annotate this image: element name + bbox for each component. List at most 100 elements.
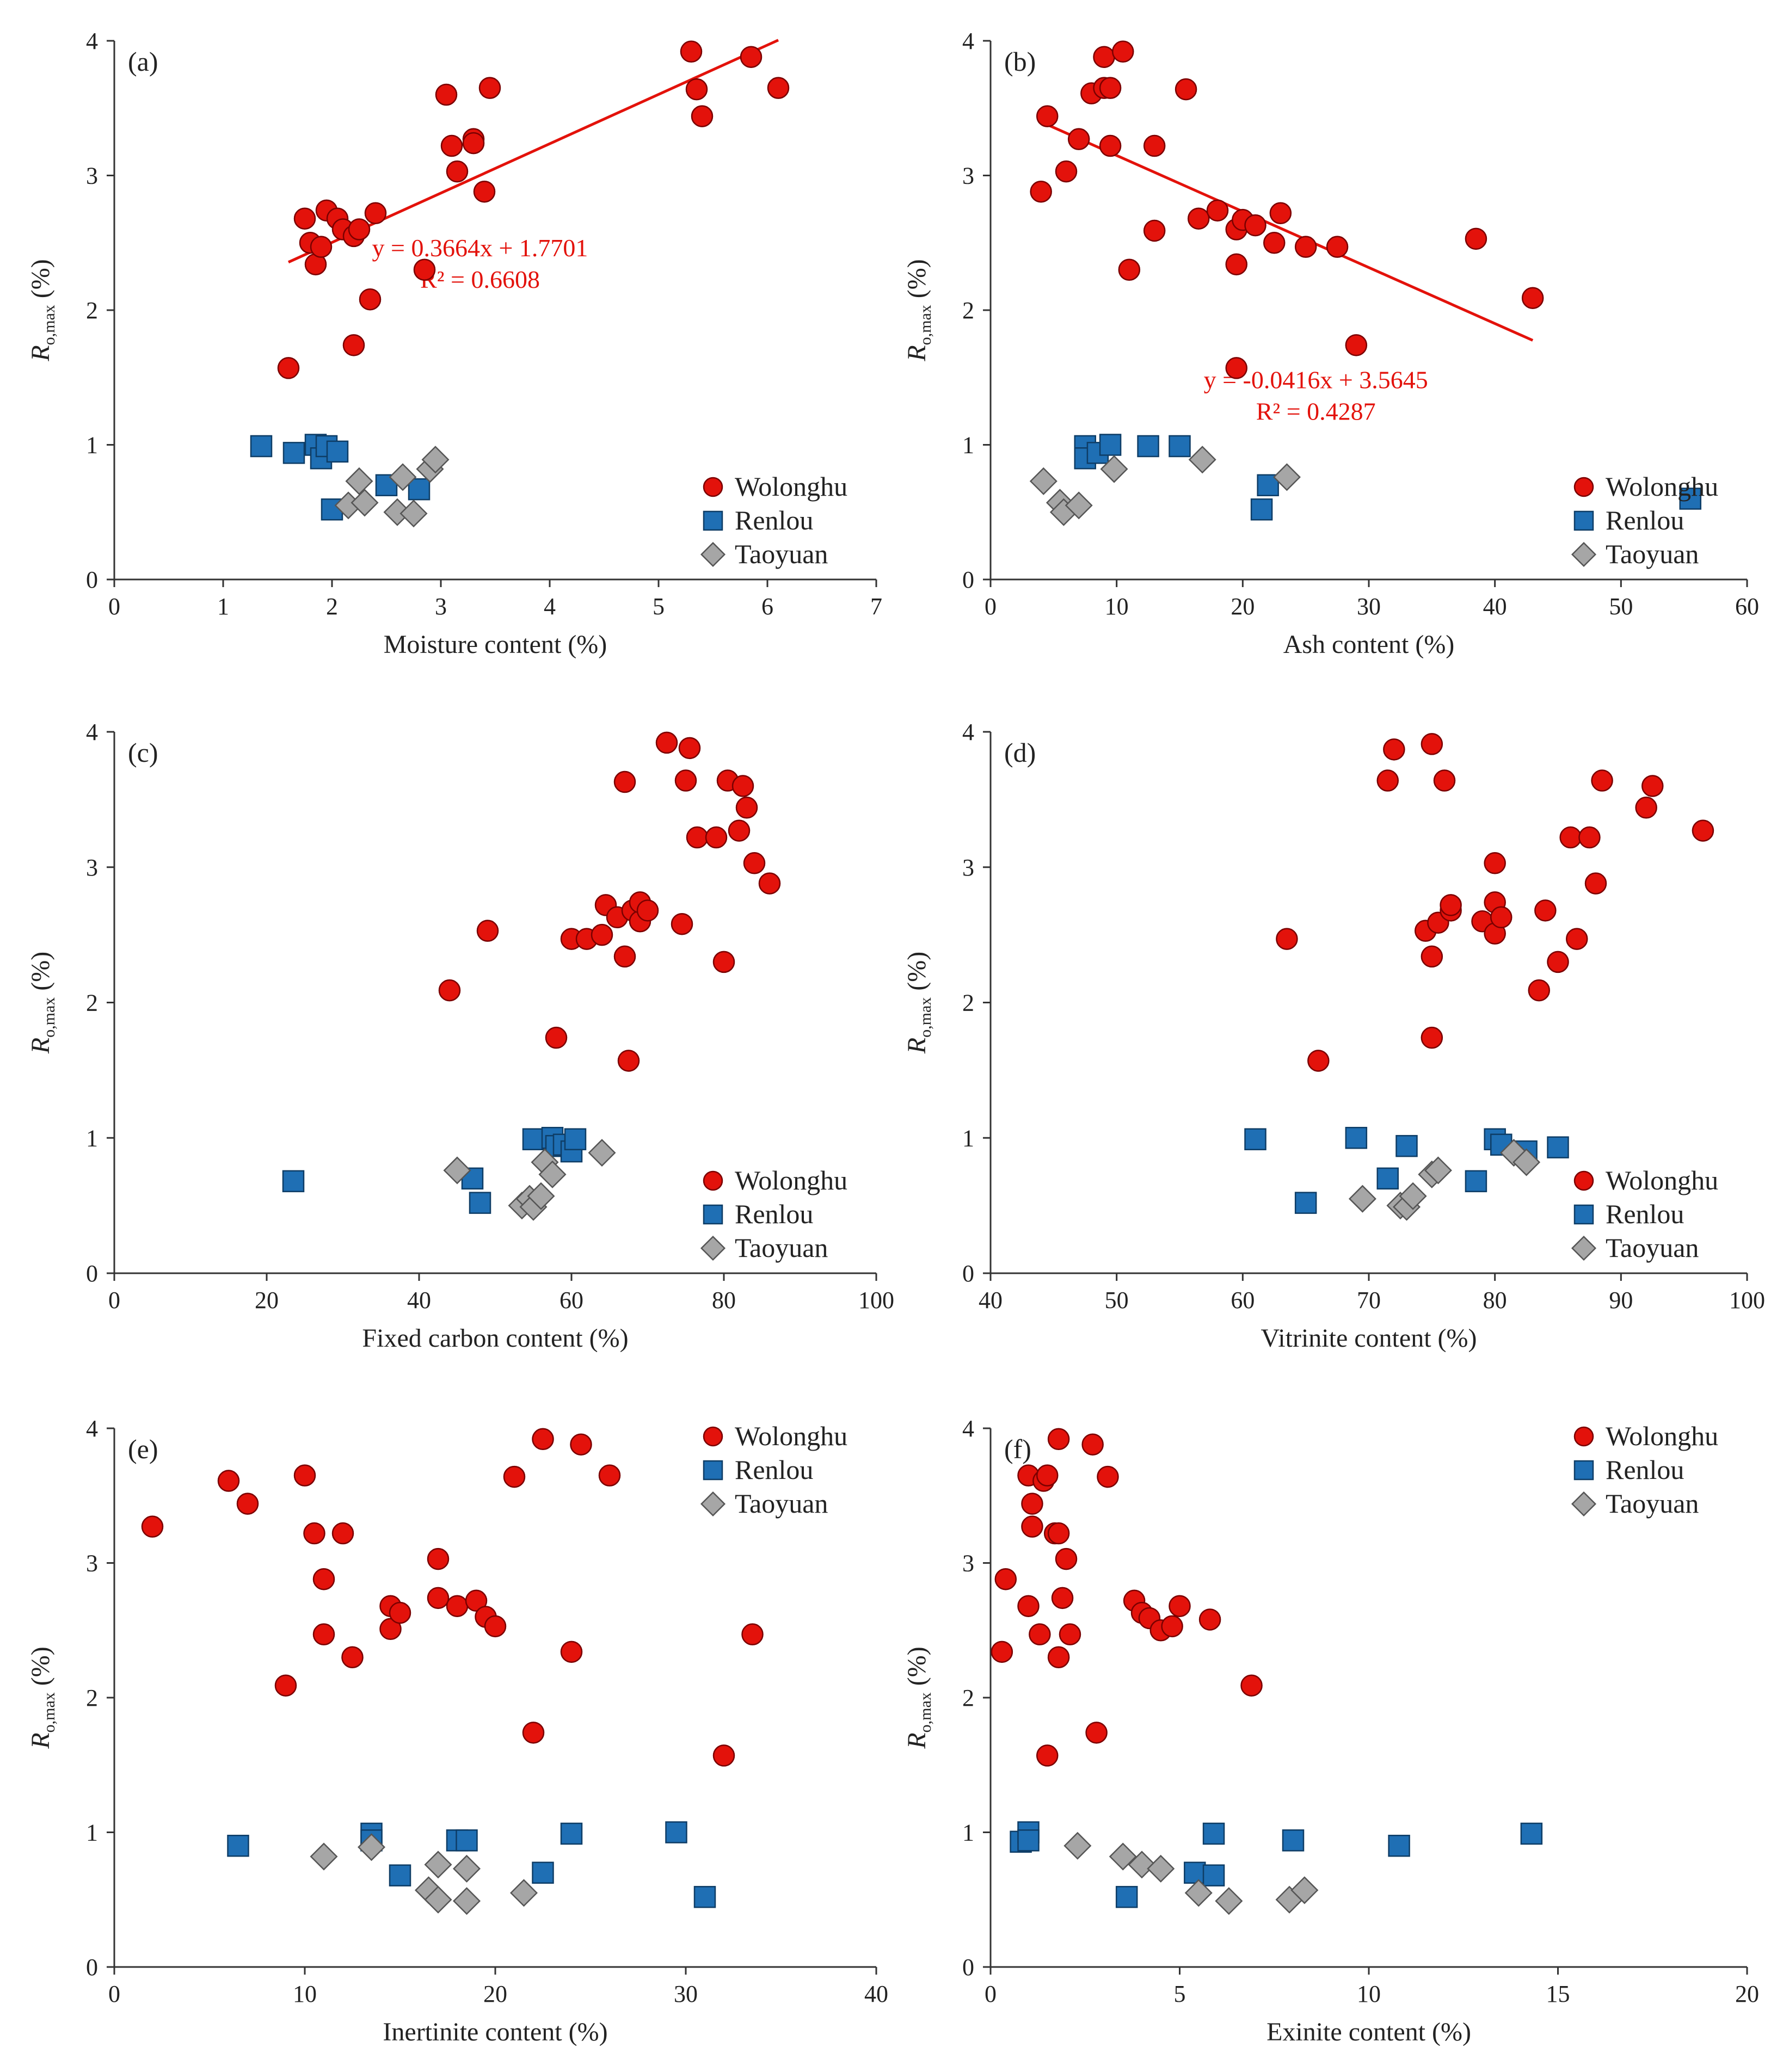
- legend-label-taoyuan: Taoyuan: [1606, 1232, 1699, 1263]
- data-point-renlou: [456, 1829, 478, 1852]
- series-taoyuan: [443, 1139, 616, 1221]
- data-point-wolonghu: [1047, 1522, 1070, 1545]
- data-point-taoyuan: [1065, 491, 1093, 520]
- y-axis-label: Ro,max (%): [902, 1646, 934, 1749]
- data-point-wolonghu: [712, 951, 735, 973]
- legend-marker-renlou: [703, 510, 723, 531]
- data-point-wolonghu: [991, 1641, 1013, 1663]
- panel-d: 40 50 60 70 80 90 100 0 1 2 3 4 Vitrinite content (%…: [902, 719, 1765, 1353]
- data-point-wolonghu: [503, 1465, 526, 1488]
- data-point-renlou: [1202, 1864, 1225, 1886]
- legend-marker-taoyuan: [700, 541, 726, 568]
- data-point-renlou: [1465, 1170, 1487, 1193]
- data-point-renlou: [1376, 1167, 1399, 1190]
- data-point-renlou: [1395, 1134, 1418, 1157]
- legend-marker-renlou: [703, 1204, 723, 1225]
- data-point-renlou: [469, 1192, 491, 1214]
- data-point-wolonghu: [1097, 1465, 1119, 1488]
- data-point-renlou: [1547, 1136, 1569, 1158]
- data-point-wolonghu: [484, 1615, 507, 1638]
- panel-tag: (f): [1004, 1434, 1031, 1464]
- data-point-wolonghu: [310, 236, 333, 258]
- x-tick-label: 20: [1231, 593, 1255, 620]
- data-point-wolonghu: [427, 1547, 450, 1570]
- y-axis-label: Ro,max (%): [26, 259, 58, 361]
- data-point-taoyuan: [1128, 1851, 1156, 1879]
- y-tick-label: 2: [86, 1685, 98, 1711]
- data-point-wolonghu: [1294, 236, 1317, 258]
- y-tick-label: 3: [86, 854, 98, 881]
- series-taoyuan: [1029, 446, 1301, 526]
- data-point-wolonghu: [674, 769, 697, 792]
- x-tick-label: 0: [985, 1981, 997, 2007]
- data-point-wolonghu: [1047, 1646, 1070, 1668]
- data-point-renlou: [1345, 1127, 1368, 1149]
- data-point-wolonghu: [1093, 46, 1115, 68]
- data-point-wolonghu: [1059, 1623, 1081, 1645]
- data-point-wolonghu: [613, 770, 636, 793]
- legend-label-taoyuan: Taoyuan: [1606, 1488, 1699, 1519]
- data-point-taoyuan: [1290, 1876, 1319, 1904]
- data-point-wolonghu: [1161, 1615, 1183, 1638]
- data-point-wolonghu: [522, 1722, 545, 1744]
- panel-f: 0 5 10 15 20 0 1 2 3 4 Exinite content (%) Ro,max (…: [902, 1415, 1759, 2046]
- data-point-wolonghu: [691, 105, 714, 127]
- data-point-wolonghu: [1326, 236, 1349, 258]
- data-point-wolonghu: [1440, 894, 1462, 916]
- x-tick-label: 10: [1105, 593, 1129, 620]
- data-point-wolonghu: [1421, 1026, 1443, 1049]
- data-point-wolonghu: [217, 1470, 240, 1492]
- legend-marker-renlou: [1573, 510, 1594, 531]
- y-tick-label: 2: [86, 990, 98, 1016]
- x-tick-label: 0: [108, 1981, 120, 2007]
- data-point-wolonghu: [293, 207, 316, 230]
- legend-label-wolonghu: Wolonghu: [735, 471, 847, 502]
- data-point-taoyuan: [1029, 467, 1057, 495]
- data-point-wolonghu: [1591, 769, 1613, 792]
- data-point-wolonghu: [465, 1589, 488, 1612]
- data-point-wolonghu: [236, 1493, 259, 1515]
- data-point-wolonghu: [1421, 945, 1443, 968]
- data-point-renlou: [693, 1886, 716, 1908]
- legend-marker-wolonghu: [1573, 1170, 1594, 1191]
- data-point-wolonghu: [728, 819, 751, 842]
- legend-label-wolonghu: Wolonghu: [735, 1421, 847, 1451]
- data-point-renlou: [1099, 434, 1122, 456]
- data-point-renlou: [1282, 1829, 1305, 1852]
- legend-label-taoyuan: Taoyuan: [735, 539, 828, 569]
- data-point-wolonghu: [1521, 287, 1544, 309]
- data-point-wolonghu: [277, 357, 300, 379]
- data-point-renlou: [326, 440, 349, 463]
- data-point-wolonghu: [1047, 1428, 1070, 1451]
- panel-a: 0 1 2 3 4 5 6 7 0 1 2 3 4 Moisture content (%) Ro,max …: [26, 28, 882, 659]
- data-point-wolonghu: [686, 826, 709, 849]
- y-tick-label: 0: [86, 566, 98, 593]
- series-renlou: [1010, 1821, 1543, 1908]
- data-point-wolonghu: [1635, 797, 1657, 819]
- y-tick-label: 3: [86, 1550, 98, 1577]
- data-point-renlou: [1184, 1861, 1206, 1884]
- series-wolonghu: [1276, 733, 1714, 1072]
- data-point-wolonghu: [743, 852, 766, 874]
- data-point-wolonghu: [462, 132, 485, 155]
- y-tick-label: 4: [86, 1415, 98, 1442]
- data-point-taoyuan: [1513, 1148, 1541, 1176]
- legend-marker-wolonghu: [703, 477, 723, 497]
- trendline: [287, 39, 779, 264]
- series-wolonghu: [991, 1428, 1263, 1767]
- data-point-taoyuan: [1184, 1879, 1213, 1907]
- legend-label-wolonghu: Wolonghu: [1606, 1421, 1718, 1451]
- data-point-renlou: [564, 1128, 587, 1150]
- x-axis-label: Moisture content (%): [384, 630, 607, 659]
- data-point-wolonghu: [331, 1522, 354, 1545]
- data-point-wolonghu: [364, 202, 387, 225]
- data-point-taoyuan: [1188, 446, 1216, 474]
- legend-label-renlou: Renlou: [735, 1199, 813, 1229]
- data-point-taoyuan: [389, 463, 417, 491]
- data-point-renlou: [1679, 488, 1701, 510]
- data-point-wolonghu: [1055, 1547, 1078, 1570]
- x-tick-label: 60: [1735, 593, 1759, 620]
- x-tick-label: 40: [407, 1287, 431, 1314]
- data-point-wolonghu: [1345, 334, 1368, 356]
